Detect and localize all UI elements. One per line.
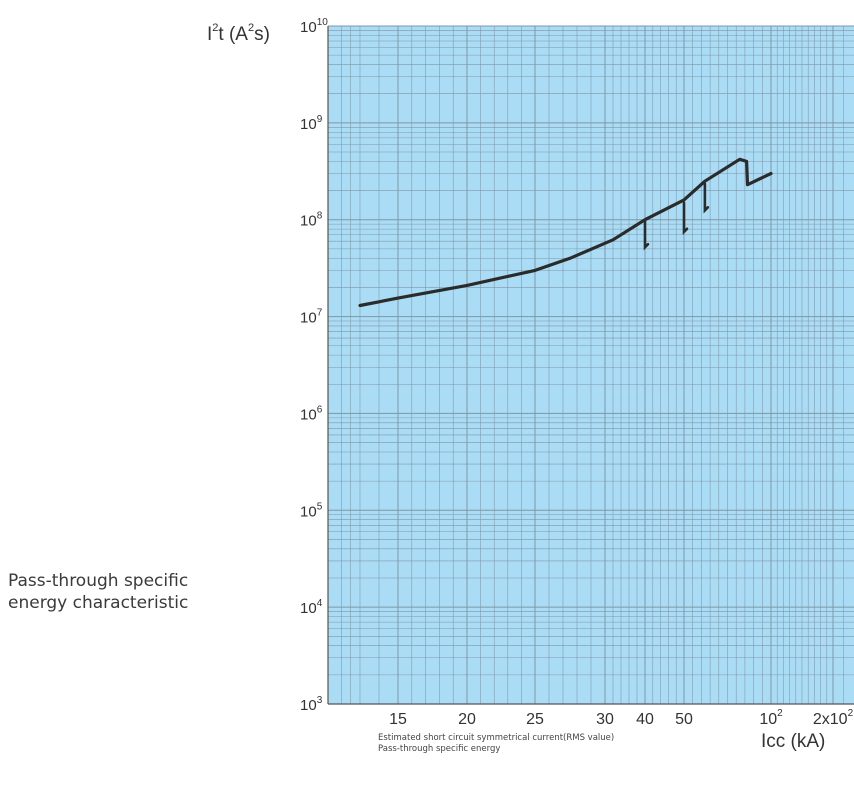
y-tick-labels: 103 104 105 106 107 108 109 1010 [300, 17, 328, 714]
y-tick-label: 104 [300, 598, 323, 617]
y-tick-label: 109 [300, 114, 323, 133]
side-caption-line-2: energy characteristic [8, 593, 189, 613]
y-tick-label: 106 [300, 404, 323, 423]
y-tick-label: 107 [300, 308, 323, 327]
x-tick-label: 30 [596, 711, 614, 728]
bottom-caption-line-1: Estimated short circuit symmetrical curr… [378, 733, 615, 743]
y-axis-label: I2t (A2s) [207, 22, 270, 45]
x-tick-label: 50 [675, 711, 693, 728]
x-tick-label: 40 [636, 711, 654, 728]
bottom-caption: Estimated short circuit symmetrical curr… [378, 733, 614, 755]
cutoff-branch [682, 201, 689, 235]
grid-lines [328, 25, 854, 705]
y-tick-label: 108 [300, 211, 323, 230]
bottom-caption-line-2: Pass-through specific energy [378, 744, 501, 754]
x-tick-label: 20 [458, 711, 476, 728]
x-tick-label: 25 [526, 711, 544, 728]
y-tick-label: 105 [300, 501, 323, 520]
side-caption-line-1: Pass-through specific [8, 571, 189, 591]
x-axis-label: Icc (kA) [761, 731, 825, 752]
chart-marks [358, 157, 773, 308]
side-caption: Pass-through specific energy characteris… [8, 570, 238, 614]
x-tick-label: 15 [389, 711, 407, 728]
cutoff-branch [703, 182, 710, 214]
y-tick-label: 103 [300, 695, 323, 714]
x-tick-labels: 15 20 25 30 40 50 102 2x102 [389, 708, 853, 728]
y-tick-label: 1010 [300, 17, 328, 36]
x-tick-label: 2x102 [813, 708, 854, 728]
x-tick-label: 102 [759, 708, 783, 728]
cutoff-branch [643, 218, 650, 251]
